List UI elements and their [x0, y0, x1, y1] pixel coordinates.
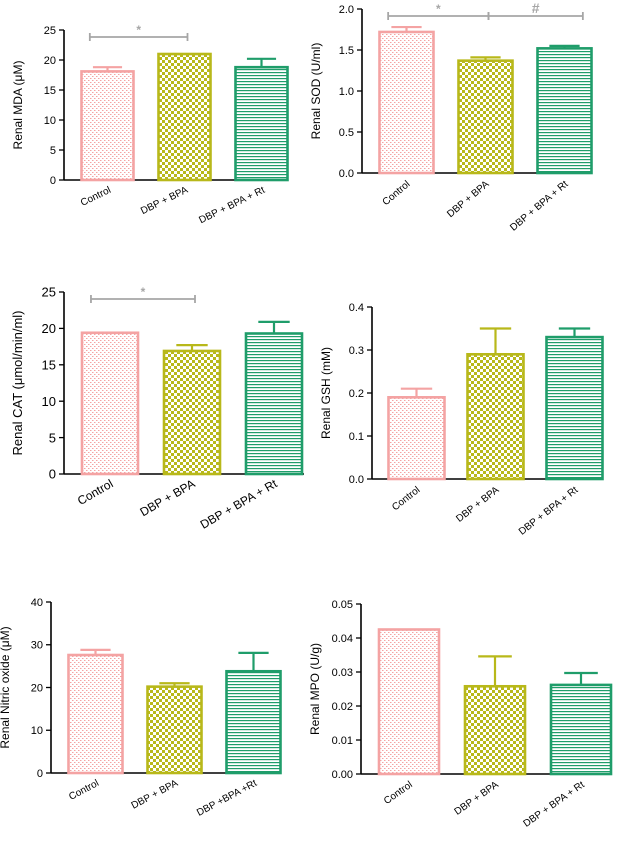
y-tick-label: 0.4 — [349, 302, 364, 314]
bar-control — [378, 30, 435, 175]
x-category-label: DBP + BPA + Rt — [508, 179, 570, 234]
panel-renal-sod: 0.0 0.5 1.0 1.5 2.0 Renal SOD (U/ml) Control DB… — [309, 0, 593, 234]
y-tick-label: 0 — [37, 768, 43, 780]
significance-marker: * — [436, 2, 441, 16]
y-tick-label: 40 — [31, 597, 43, 609]
bar-control — [387, 395, 446, 481]
x-category-label: DBP + BPA — [137, 476, 197, 519]
bar-dbp-bpa — [466, 352, 525, 481]
y-tick-label: 15 — [42, 357, 56, 372]
significance-marker: * — [136, 23, 141, 37]
significance-marker: # — [532, 0, 540, 16]
x-category-label: DBP + BPA — [454, 484, 501, 524]
x-category-label: Control — [382, 779, 415, 807]
panel-renal-cat: 0 5 10 15 20 25 Renal CAT (μmol/min/ml) Control… — [10, 285, 304, 532]
panel-renal-mda: 0 5 10 15 20 25 Renal MDA (μM) Control DBP + BPA… — [11, 23, 289, 226]
bar-dbp-bpa — [463, 684, 527, 776]
y-tick-label: 0.2 — [349, 388, 364, 400]
y-tick-label: 20 — [42, 321, 56, 336]
y-axis-label: Renal CAT (μmol/min/ml) — [10, 311, 25, 456]
bar-dbp-bpa-rt — [225, 669, 282, 775]
y-tick-label: 0.03 — [332, 667, 353, 679]
bar-control — [80, 331, 140, 476]
bar-dbp-bpa-rt — [545, 335, 604, 481]
y-tick-label: 25 — [42, 285, 56, 300]
y-tick-label: 5 — [49, 430, 56, 445]
x-category-label: DBP + BPA + Rt — [197, 185, 267, 226]
bar-dbp-bpa — [157, 52, 212, 182]
y-tick-label: 0.01 — [332, 735, 353, 747]
x-category-label: DBP + BPA — [445, 179, 491, 220]
y-tick-label: 10 — [44, 115, 56, 127]
x-category-label: DBP + BPA — [453, 779, 501, 817]
y-tick-label: 25 — [44, 25, 56, 37]
y-axis-label: Renal MDA (μM) — [11, 61, 25, 150]
y-tick-label: 10 — [42, 394, 56, 409]
bar-control — [80, 70, 135, 182]
x-category-label: Control — [381, 179, 413, 208]
bar-dbp-bpa-rt — [234, 65, 289, 182]
x-category-label: DBP +BPA +Rt — [195, 778, 259, 819]
y-tick-label: 15 — [44, 85, 56, 97]
y-tick-label: 1.0 — [339, 86, 354, 98]
y-tick-label: 20 — [31, 682, 43, 694]
y-tick-label: 0.00 — [332, 769, 353, 781]
y-axis-label: Renal SOD (U/ml) — [309, 43, 323, 140]
bar-dbp-bpa-rt — [536, 47, 593, 175]
x-category-label: Control — [390, 485, 422, 514]
x-category-label: DBP + BPA + Rt — [517, 485, 581, 538]
x-category-label: DBP + BPA + Rt — [522, 779, 587, 829]
y-tick-label: 5 — [50, 145, 56, 157]
y-tick-label: 20 — [44, 55, 56, 67]
y-tick-label: 0.5 — [339, 127, 354, 139]
y-axis-label: Renal GSH (mM) — [319, 347, 333, 439]
y-tick-label: 10 — [31, 725, 43, 737]
y-axis-label: Renal MPO (U/g) — [308, 643, 322, 735]
y-tick-label: 1.5 — [339, 45, 354, 57]
y-tick-label: 30 — [31, 640, 43, 652]
y-tick-label: 0.02 — [332, 701, 353, 713]
x-category-label: DBP + BPA — [130, 778, 181, 812]
bar-control — [67, 653, 124, 775]
bar-dbp-bpa-rt — [549, 683, 613, 776]
x-category-label: Control — [67, 778, 101, 803]
panel-renal-gsh: 0.0 0.1 0.2 0.3 0.4 Renal GSH (mM) Control DBP … — [319, 302, 604, 538]
x-category-label: DBP + BPA + Rt — [198, 476, 280, 532]
y-tick-label: 0.0 — [349, 474, 364, 486]
y-tick-label: 0.3 — [349, 345, 364, 357]
bar-dbp-bpa — [146, 685, 203, 775]
panel-renal-mpo: 0.00 0.01 0.02 0.03 0.04 0.05 Renal MPO (U/g) C… — [308, 599, 613, 830]
bar-dbp-bpa — [457, 59, 514, 175]
x-category-label: Control — [79, 185, 113, 209]
bar-dbp-bpa — [162, 349, 222, 476]
bar-dbp-bpa-rt — [244, 332, 304, 476]
significance-marker: * — [141, 285, 146, 299]
bar-control — [377, 628, 441, 776]
y-tick-label: 0.1 — [349, 431, 364, 443]
y-tick-label: 0.05 — [332, 599, 353, 611]
y-tick-label: 0.0 — [339, 168, 354, 180]
y-tick-label: 2.0 — [339, 4, 354, 16]
x-category-label: DBP + BPA — [139, 185, 190, 217]
y-tick-label: 0.04 — [332, 633, 353, 645]
y-tick-label: 0 — [49, 467, 56, 482]
panel-renal-nitric-oxide: 0 10 20 30 40 Renal Nitric oxide (μM) Control D… — [0, 597, 282, 819]
x-category-label: Control — [75, 476, 116, 507]
y-axis-label: Renal Nitric oxide (μM) — [0, 626, 12, 748]
y-tick-label: 0 — [50, 175, 56, 187]
